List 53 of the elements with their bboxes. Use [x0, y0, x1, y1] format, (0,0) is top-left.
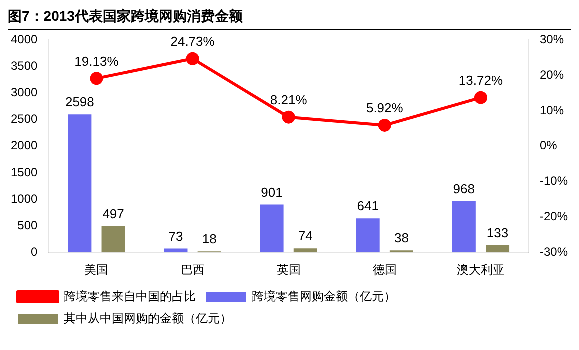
y2-tick-label: 30% [540, 32, 564, 47]
data-label: 38 [394, 230, 409, 246]
legend-label: 其中从中国网购的金额（亿元） [64, 311, 232, 326]
y-tick-label: 4000 [10, 32, 38, 47]
data-label: 497 [102, 206, 124, 222]
y-tick-label: 500 [18, 218, 38, 232]
bar [102, 226, 126, 253]
y-tick-label: 1000 [10, 192, 38, 206]
y-tick-label: 2500 [10, 112, 38, 126]
y-tick-label: 1500 [10, 165, 38, 180]
point [282, 110, 296, 124]
y2-tick-label: -20% [540, 210, 568, 224]
point [378, 118, 392, 132]
data-label: 18 [202, 232, 217, 247]
y2-tick-label: -30% [540, 244, 568, 259]
data-label: 19.13% [74, 54, 120, 69]
data-label: 641 [357, 198, 379, 214]
data-label: 968 [453, 181, 475, 196]
legend-label: 跨境零售网购金额（亿元） [252, 289, 396, 304]
x-tick-label: 巴西 [180, 263, 205, 278]
x-tick-label: 澳大利亚 [456, 263, 505, 278]
data-label: 901 [261, 184, 283, 200]
data-label: 13.72% [458, 72, 504, 88]
point [186, 52, 200, 66]
chart-title: 图7：2013代表国家跨境网购消费金额 [8, 8, 571, 30]
data-label: 74 [298, 228, 313, 244]
y2-tick-label: -10% [540, 174, 568, 188]
x-tick-label: 德国 [372, 263, 397, 278]
data-label: 73 [168, 228, 184, 244]
x-tick-label: 美国 [84, 263, 109, 278]
data-label: 5.92% [366, 100, 404, 116]
legend-label: 跨境零售来自中国的占比 [64, 289, 196, 304]
bar [294, 248, 318, 253]
y-tick-label: 3500 [10, 59, 38, 74]
y2-tick-label: 0% [540, 138, 558, 153]
bar [68, 114, 92, 253]
bar [164, 248, 188, 253]
bar [486, 246, 510, 253]
y2-tick-label: 10% [540, 103, 564, 118]
y-tick-label: 2000 [10, 138, 38, 153]
point [90, 72, 104, 86]
y2-tick-label: 20% [540, 68, 564, 82]
data-label: 2598 [65, 94, 94, 110]
point [474, 91, 488, 104]
data-label: 8.21% [270, 92, 308, 108]
bar [356, 218, 380, 253]
data-label: 24.73% [170, 34, 216, 49]
y-tick-label: 0 [31, 244, 38, 259]
bar [452, 201, 476, 253]
y-tick-label: 3000 [10, 86, 38, 100]
x-tick-label: 英国 [276, 263, 301, 278]
bar [260, 204, 284, 253]
data-label: 133 [486, 226, 509, 241]
